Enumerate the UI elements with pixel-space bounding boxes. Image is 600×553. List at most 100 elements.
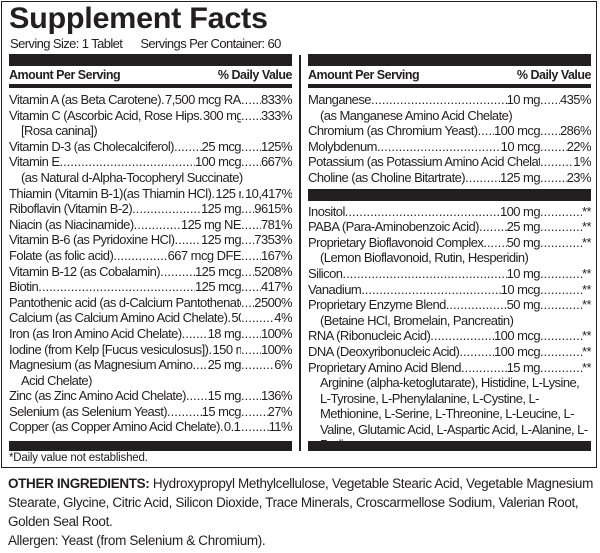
dot-leader bbox=[241, 419, 269, 435]
nutrient-amount: 25 mg bbox=[207, 357, 241, 373]
dot-leader bbox=[540, 170, 567, 186]
daily-value-cell: 27% bbox=[241, 404, 292, 420]
nutrient-name: PABA (Para-Aminobenzoic Acid) bbox=[308, 219, 480, 235]
nutrient-amount: 125 mcg bbox=[194, 279, 241, 295]
dot-leader bbox=[540, 139, 567, 155]
name-amount: Copper (as Copper Amino Acid Chelate)0.1… bbox=[9, 419, 241, 435]
nutrient-amount: 100 mcg bbox=[493, 343, 540, 359]
nutrient-name: Thiamin (Vitamin B-1)(as Thiamin HCl) bbox=[9, 185, 212, 201]
name-amount: Molybdenum 10 mcg bbox=[308, 139, 540, 155]
nutrient-row: Zinc (as Zinc Amino Acid Chelate) 15 mg 13… bbox=[9, 388, 292, 404]
daily-value-cell: 5208% bbox=[241, 264, 292, 280]
nutrient-name: Proprietary Enzyme Blend bbox=[308, 297, 446, 313]
daily-value-cell: ** bbox=[540, 360, 591, 376]
dot-leader bbox=[241, 264, 254, 280]
nutrient-amount: 50 mg bbox=[506, 234, 540, 250]
daily-value-cell: ** bbox=[540, 204, 591, 220]
daily-value: ** bbox=[581, 265, 591, 281]
dot-leader bbox=[479, 219, 507, 235]
nutrient-amount: 50 mg bbox=[231, 310, 241, 326]
nutrient-row: Silicon 10 mg ** bbox=[308, 266, 591, 282]
daily-value-cell: 125% bbox=[241, 139, 292, 155]
nutrient-row: Chromium (as Chromium Yeast) 100 mcg 286% bbox=[308, 123, 591, 139]
nutrient-amount: 125 mg. bbox=[215, 185, 241, 201]
daily-value: 7353% bbox=[254, 232, 292, 248]
dot-leader bbox=[446, 297, 507, 313]
nutrient-amount: 300 mg bbox=[203, 107, 241, 123]
name-amount: Vitamin E 100 mcg bbox=[9, 154, 241, 170]
nutrient-name: Vitamin B-12 (as Cobalamin) bbox=[9, 263, 161, 279]
nutrient-row: DNA (Deoxyribonucleic Acid) 100 mcg ** bbox=[308, 344, 591, 360]
nutrient-row: Manganese 10 mg 435% bbox=[308, 92, 591, 108]
header-bar bbox=[308, 54, 591, 66]
daily-value: 167% bbox=[260, 247, 292, 263]
daily-value: ** bbox=[581, 343, 591, 359]
header-rule bbox=[9, 84, 292, 88]
dot-leader bbox=[540, 297, 582, 313]
nutrient-row: PABA (Para-Aminobenzoic Acid) 25 mg ** bbox=[308, 219, 591, 235]
nutrient-amount: 50 mg bbox=[506, 297, 540, 313]
nutrient-list: Manganese 10 mg 435% (as Manganese Amino Ac… bbox=[308, 92, 591, 186]
bottom-bar bbox=[9, 441, 292, 451]
name-amount: DNA (Deoxyribonucleic Acid) 100 mcg bbox=[308, 344, 540, 360]
nutrient-amount: 18 mg bbox=[207, 325, 241, 341]
daily-value-cell: 781% bbox=[241, 217, 292, 233]
name-amount: Magnesium (as Magnesium Amino 25 mg bbox=[9, 357, 241, 373]
nutrient-amount: 100 mcg bbox=[194, 154, 241, 170]
serving-size: Serving Size: 1 Tablet bbox=[10, 36, 123, 51]
name-amount: Selenium (as Selenium Yeast) 15 mcg bbox=[9, 404, 241, 420]
daily-value: 136% bbox=[260, 388, 292, 404]
supplement-facts-panel bbox=[1, 1, 597, 468]
name-amount: Silicon 10 mg bbox=[308, 266, 540, 282]
daily-value: 5208% bbox=[254, 263, 292, 279]
name-amount: Manganese 10 mg bbox=[308, 92, 540, 108]
dot-leader bbox=[241, 217, 261, 233]
nutrient-name: Molybdenum bbox=[308, 138, 377, 154]
other-ingredients: OTHER INGREDIENTS: Hydroxypropyl Methylc… bbox=[8, 474, 598, 531]
dot-leader bbox=[241, 248, 261, 264]
nutrient-name: Vitamin A (as Beta Carotene) bbox=[9, 92, 162, 107]
dot-leader bbox=[241, 201, 254, 217]
dot-leader bbox=[241, 279, 261, 295]
daily-value: 100% bbox=[260, 341, 292, 357]
daily-value: ** bbox=[581, 219, 591, 235]
dot-leader bbox=[186, 388, 208, 404]
name-amount: Iron (as Iron Amino Acid Chelate) 18 mg bbox=[9, 326, 241, 342]
nutrient-amount: 125 mg NE bbox=[180, 216, 241, 232]
nutrient-name: Vitamin D-3 (as Cholecalciferol) bbox=[9, 138, 175, 154]
nutrient-amount: 10 mg bbox=[506, 92, 540, 107]
blend-ingredients: Arginine (alpha-ketoglutarate), Histidin… bbox=[320, 375, 588, 452]
nutrient-row: Iodine (from Kelp [Fucus vesiculosus])15… bbox=[9, 342, 292, 358]
daily-value: ** bbox=[581, 234, 591, 250]
daily-value-cell: 167% bbox=[241, 248, 292, 264]
nutrient-amount: 667 mcg DFE bbox=[167, 247, 241, 263]
dot-leader bbox=[241, 342, 261, 358]
nutrient-name: Vitamin B-6 (as Pyridoxine HCl) bbox=[9, 232, 175, 248]
nutrient-name: Calcium (as Calcium Amino Acid Chelate) bbox=[9, 310, 228, 326]
dot-leader bbox=[241, 404, 268, 420]
nutrient-row: Inositol 100 mg ** bbox=[308, 204, 591, 220]
nutrient-row: Molybdenum 10 mcg 22% bbox=[308, 139, 591, 155]
header-bar bbox=[9, 54, 292, 66]
nutrient-row: RNA (Ribonucleic Acid) 100 mcg ** bbox=[308, 328, 591, 344]
name-amount: Vanadium 10 mcg bbox=[308, 282, 540, 298]
nutrient-source: Acid Chelate) bbox=[21, 372, 92, 388]
nutrient-amount: 100 mg bbox=[499, 203, 540, 219]
daily-value: 9615% bbox=[254, 201, 292, 217]
nutrient-source: (Lemon Bioflavonoid, Rutin, Hesperidin) bbox=[320, 250, 529, 266]
nutrient-amount: 125 mg bbox=[200, 201, 241, 217]
nutrient-amount: 100 mcg bbox=[493, 328, 540, 344]
other-ingredients-text: Hydroxypropyl Methylcellulose, Vegetable… bbox=[8, 476, 593, 529]
name-amount: Choline (as Choline Bitartrate) 125 mg bbox=[308, 170, 540, 186]
nutrient-row: Folate (as folic acid) 667 mcg DFE 167% bbox=[9, 248, 292, 264]
dot-leader bbox=[461, 360, 507, 376]
dot-leader bbox=[241, 154, 261, 170]
daily-value: 27% bbox=[267, 403, 292, 419]
name-amount: Proprietary Bioflavonoid Complex 50 mg bbox=[308, 235, 540, 251]
name-amount: Inositol 100 mg bbox=[308, 204, 540, 220]
nutrient-source: (as Manganese Amino Acid Chelate) bbox=[320, 107, 513, 123]
dot-leader bbox=[241, 232, 254, 248]
nutrient-amount: 10 mg bbox=[506, 265, 540, 281]
daily-value: 667% bbox=[260, 154, 292, 170]
nutrient-row: Vitamin B-6 (as Pyridoxine HCl) 125 mg 735… bbox=[9, 232, 292, 248]
